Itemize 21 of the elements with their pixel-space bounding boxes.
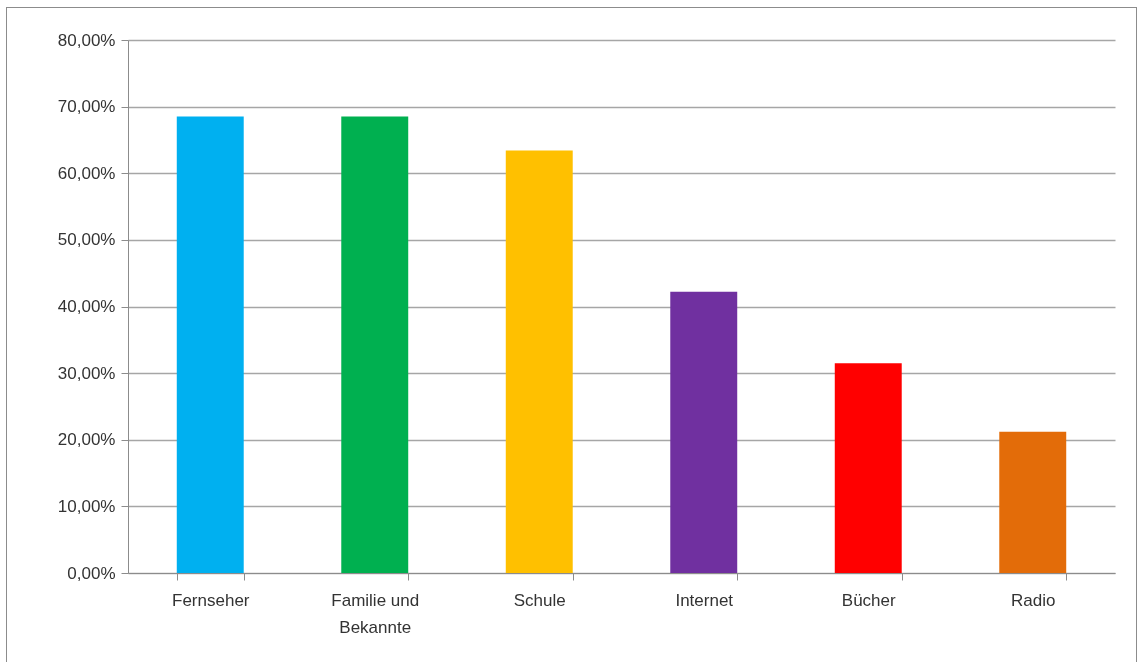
bar	[505, 150, 573, 573]
x-tick-label: Internet	[675, 590, 734, 610]
x-tick-label: Fernseher	[172, 590, 250, 610]
y-tick-label: 20,00%	[57, 430, 116, 450]
y-tick-label: 50,00%	[57, 230, 116, 250]
bar	[176, 116, 244, 573]
bar	[834, 363, 902, 573]
bar	[341, 116, 409, 573]
y-tick-label: 60,00%	[57, 163, 116, 183]
x-tick-label: Familie und Bekannte	[331, 590, 420, 637]
y-tick-label: 80,00%	[57, 30, 116, 50]
y-tick-label: 10,00%	[57, 496, 116, 516]
bar	[670, 291, 738, 573]
x-tick-label: Radio	[1011, 590, 1056, 610]
x-tick-label: Schule	[513, 590, 566, 610]
y-tick-label: 70,00%	[57, 97, 116, 117]
y-tick-label: 30,00%	[57, 363, 116, 383]
bar	[999, 431, 1067, 573]
y-tick-label: 40,00%	[57, 297, 116, 316]
x-tick-label: Bücher	[841, 590, 897, 610]
y-tick-label: 0,00%	[67, 563, 116, 583]
